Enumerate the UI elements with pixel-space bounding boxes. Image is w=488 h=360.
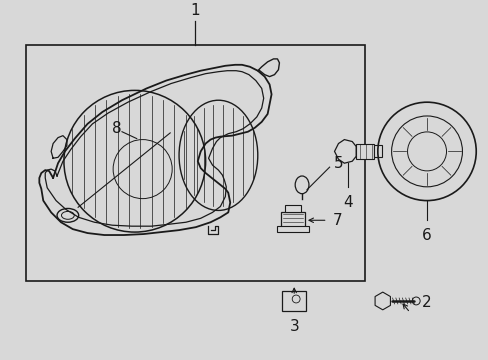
Bar: [285, 204, 301, 212]
Text: 1: 1: [190, 3, 199, 18]
Text: 2: 2: [421, 296, 431, 310]
Text: 8: 8: [112, 121, 122, 136]
Text: 7: 7: [332, 213, 342, 228]
Text: 6: 6: [421, 228, 431, 243]
Text: 4: 4: [343, 195, 352, 210]
Text: 5: 5: [333, 156, 343, 171]
Bar: [277, 226, 308, 232]
Bar: [373, 145, 381, 157]
Bar: [282, 291, 305, 311]
Text: 3: 3: [289, 319, 299, 334]
Bar: [281, 212, 305, 228]
Bar: [355, 144, 373, 159]
Bar: [25, 45, 365, 281]
